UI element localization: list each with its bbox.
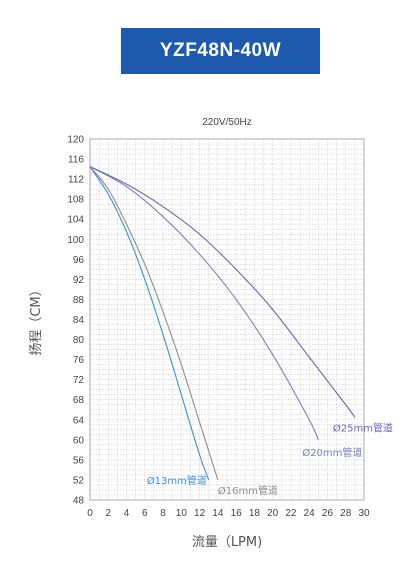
y-tick-labels: 48 52 56 60 64 68 72 76 80 84 88 92 96 100 104 108 112 11… [67,135,84,507]
y-tick-label: 104 [67,215,84,226]
y-tick-label: 76 [73,355,85,366]
series-line [89,166,219,481]
series-label: Ø25mm管道 [333,421,393,434]
x-tick-label: 30 [358,508,370,519]
y-tick-label: 96 [73,255,85,266]
series-lines [89,166,356,481]
series-label: Ø16mm管道 [218,484,278,497]
y-tick-label: 120 [67,135,84,146]
series-label: Ø13mm管道 [147,474,207,487]
y-tick-label: 56 [73,455,85,466]
series-line [89,166,356,418]
series-line [89,166,210,481]
x-tick-label: 14 [212,508,224,519]
x-tick-label: 26 [322,508,334,519]
y-tick-label: 68 [73,395,85,406]
x-tick-label: 10 [176,508,188,519]
x-tick-label: 12 [194,508,206,519]
x-tick-label: 20 [267,508,279,519]
x-tick-label: 22 [285,508,297,519]
series-line [89,166,319,441]
x-axis-label: 流量（LPM) [192,535,262,550]
y-tick-label: 116 [68,155,84,166]
x-tick-label: 4 [124,508,130,519]
y-tick-label: 100 [67,235,84,246]
y-tick-label: 84 [73,315,85,326]
y-tick-label: 80 [73,335,85,346]
x-tick-label: 8 [160,508,166,519]
series-labels: Ø13mm管道 Ø16mm管道 Ø20mm管道 Ø25mm管道 [147,421,393,497]
y-axis-label: 扬程（CM） [29,283,44,355]
y-tick-label: 48 [73,496,85,507]
y-tick-label: 72 [73,375,85,386]
x-tick-label: 0 [87,508,93,519]
y-tick-label: 112 [68,175,84,186]
chart-subtitle: 220V/50Hz [202,117,251,128]
y-tick-label: 108 [67,195,84,206]
x-tick-label: 18 [249,508,261,519]
chart-axes [89,138,365,501]
x-tick-labels: 0 2 4 6 8 10 12 14 16 18 20 22 24 26 28 30 [87,508,370,519]
y-tick-label: 60 [73,435,85,446]
series-label: Ø20mm管道 [302,446,362,459]
chart-title: YZF48N-40W [121,28,320,74]
y-tick-label: 92 [73,275,85,286]
y-tick-label: 52 [73,475,85,486]
y-tick-label: 88 [73,295,85,306]
x-tick-label: 6 [142,508,148,519]
plot-frame [89,138,365,501]
x-tick-label: 16 [231,508,243,519]
chart-grid [89,138,365,501]
x-tick-label: 28 [340,508,352,519]
x-tick-label: 2 [105,508,111,519]
x-tick-label: 24 [304,508,316,519]
y-tick-label: 64 [73,415,85,426]
